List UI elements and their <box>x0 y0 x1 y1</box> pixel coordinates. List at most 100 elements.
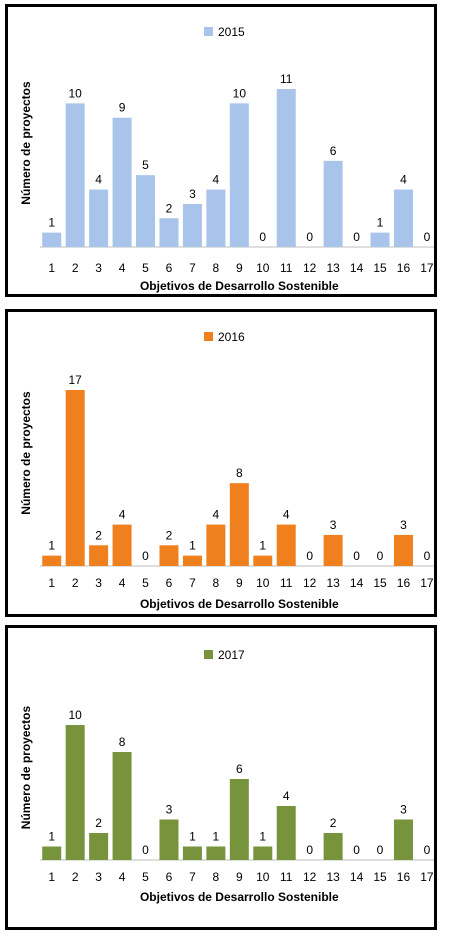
data-label: 8 <box>119 735 126 749</box>
data-label: 0 <box>353 549 360 563</box>
data-label: 0 <box>377 549 384 563</box>
bar <box>112 117 132 248</box>
bar <box>159 218 179 247</box>
bar <box>229 103 249 247</box>
data-label: 1 <box>259 539 266 553</box>
data-label: 11 <box>280 72 293 86</box>
bar <box>253 555 273 566</box>
x-tick-label: 17 <box>420 261 434 275</box>
bar <box>182 555 202 566</box>
data-label: 4 <box>283 789 290 803</box>
data-label: 2 <box>166 201 173 215</box>
data-label: 1 <box>48 830 55 844</box>
data-label: 2 <box>95 528 102 542</box>
data-label: 3 <box>400 518 407 532</box>
bar <box>159 819 179 860</box>
x-tick-label: 14 <box>350 261 364 275</box>
bar <box>229 779 249 860</box>
data-label: 1 <box>259 830 266 844</box>
data-label: 2 <box>166 528 173 542</box>
x-tick-label: 9 <box>236 870 243 884</box>
x-tick-label: 5 <box>142 576 149 590</box>
bar <box>253 846 273 860</box>
data-label: 3 <box>189 187 196 201</box>
x-tick-label: 1 <box>48 576 55 590</box>
bar <box>42 555 62 566</box>
x-tick-label: 2 <box>72 576 79 590</box>
bar <box>393 534 413 566</box>
data-label: 4 <box>400 173 407 187</box>
data-label: 9 <box>119 101 126 115</box>
bar <box>65 390 85 566</box>
x-tick-label: 6 <box>166 261 173 275</box>
chart-panel-2016: 2016 Número de proyectos 1 1 17 2 2 3 4 4 0 5 2 6 1 7 4 8… <box>5 309 437 617</box>
x-tick-label: 14 <box>350 870 364 884</box>
x-tick-label: 7 <box>189 576 196 590</box>
data-label: 10 <box>68 86 82 100</box>
x-tick-label: 4 <box>119 870 126 884</box>
x-tick-label: 16 <box>397 870 411 884</box>
data-label: 6 <box>330 144 337 158</box>
bar <box>89 833 109 860</box>
x-tick-label: 9 <box>236 261 243 275</box>
data-label: 3 <box>330 518 337 532</box>
data-label: 0 <box>353 230 360 244</box>
data-label: 4 <box>119 508 126 522</box>
data-label: 0 <box>306 230 313 244</box>
bar <box>89 189 109 247</box>
data-label: 0 <box>306 549 313 563</box>
data-label: 4 <box>213 508 220 522</box>
x-tick-label: 3 <box>95 576 102 590</box>
legend-label: 2016 <box>218 330 245 344</box>
x-tick-label: 2 <box>72 870 79 884</box>
bar <box>112 524 132 566</box>
data-label: 4 <box>213 173 220 187</box>
chart-panel-2015: 2015 Número de proyectos 1 1 10 2 4 3 9 4 5 5 2 6 3 7 4 8… <box>5 4 437 297</box>
bar <box>206 524 226 566</box>
data-label: 0 <box>306 843 313 857</box>
x-tick-label: 16 <box>397 261 411 275</box>
x-tick-label: 16 <box>397 576 411 590</box>
bar <box>206 846 226 860</box>
data-label: 10 <box>233 86 247 100</box>
x-tick-label: 10 <box>256 261 270 275</box>
x-tick-label: 15 <box>373 576 387 590</box>
x-tick-label: 12 <box>303 870 317 884</box>
data-label: 2 <box>95 816 102 830</box>
data-label: 4 <box>95 173 102 187</box>
x-tick-label: 15 <box>373 261 387 275</box>
x-tick-label: 13 <box>326 261 340 275</box>
bar <box>89 545 109 566</box>
legend-label: 2015 <box>218 25 245 39</box>
legend-swatch <box>204 332 213 341</box>
bar <box>182 846 202 860</box>
legend-swatch <box>204 27 213 36</box>
bar <box>42 846 62 860</box>
data-label: 1 <box>213 830 220 844</box>
bar <box>206 189 226 247</box>
x-tick-label: 3 <box>95 261 102 275</box>
x-axis-label: Objetivos de Desarrollo Sostenible <box>140 597 339 611</box>
data-label: 1 <box>377 216 384 230</box>
data-label: 0 <box>424 230 431 244</box>
x-tick-label: 10 <box>256 870 270 884</box>
bar <box>370 232 390 247</box>
data-label: 1 <box>189 830 196 844</box>
x-tick-label: 4 <box>119 576 126 590</box>
x-tick-label: 1 <box>48 261 55 275</box>
x-tick-label: 8 <box>213 576 220 590</box>
bar <box>323 534 343 566</box>
data-label: 0 <box>353 843 360 857</box>
data-label: 1 <box>48 216 55 230</box>
data-label: 5 <box>142 158 149 172</box>
x-tick-label: 17 <box>420 576 434 590</box>
x-tick-label: 8 <box>213 870 220 884</box>
x-tick-label: 5 <box>142 261 149 275</box>
x-tick-label: 17 <box>420 870 434 884</box>
data-label: 0 <box>142 549 149 563</box>
data-label: 8 <box>236 466 243 480</box>
y-axis-label: Número de proyectos <box>19 81 33 205</box>
data-label: 0 <box>377 843 384 857</box>
x-tick-label: 4 <box>119 261 126 275</box>
